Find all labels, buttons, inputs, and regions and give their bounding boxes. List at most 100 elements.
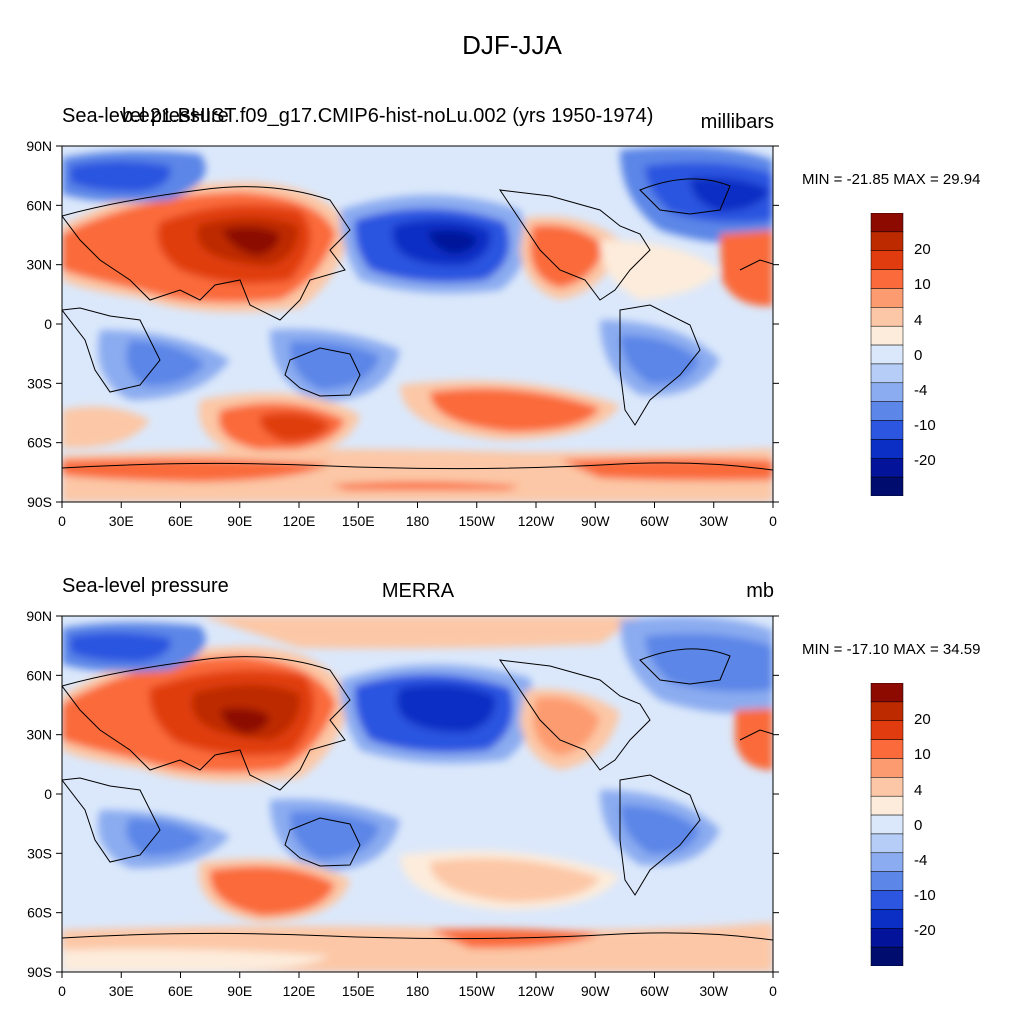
colorbar-block xyxy=(870,382,904,402)
panel2-lon-label: 30E xyxy=(109,983,134,999)
panel1-lon-label: 0 xyxy=(58,513,66,529)
panel2-contour-field xyxy=(62,616,773,972)
colorbar-block xyxy=(870,231,904,251)
colorbar-block xyxy=(870,739,904,759)
panel1-coastlines xyxy=(62,178,773,471)
panel1-lon-label: 30E xyxy=(109,513,134,529)
colorbar-block xyxy=(870,777,904,797)
panel1-lon-label: 30W xyxy=(699,513,729,529)
colorbar-block xyxy=(870,928,904,948)
panel2-lat-label: 90S xyxy=(27,964,52,980)
panel1-colorbar-labels: 20 10 4 0 -4 -10 -20 xyxy=(914,213,974,496)
panel2-dataset-label: MERRA xyxy=(381,580,455,602)
panel2-lon-label: 120E xyxy=(283,983,316,999)
panel1-lon-label: 180 xyxy=(406,513,430,529)
colorbar-label: 0 xyxy=(914,817,923,834)
colorbar-label: 10 xyxy=(914,746,931,763)
panel1-lon-label: 0 xyxy=(769,513,777,529)
panel2-lon-label: 30W xyxy=(699,983,729,999)
colorbar-label: 20 xyxy=(914,241,931,258)
colorbar-label: 4 xyxy=(914,312,923,329)
panel1-units-label: millibars xyxy=(700,111,774,133)
colorbar-block xyxy=(870,325,904,346)
colorbar-block xyxy=(870,720,904,740)
panel2-lon-label: 150W xyxy=(458,983,495,999)
colorbar-block xyxy=(870,363,904,384)
panel1-lat-label: 0 xyxy=(44,316,52,332)
panel2-lon-label: 0 xyxy=(58,983,66,999)
panel2-lon-label: 180 xyxy=(406,983,430,999)
panel2-lon-label: 0 xyxy=(769,983,777,999)
panel1-lon-label: 150W xyxy=(458,513,495,529)
panel2-lat-label: 30N xyxy=(26,727,52,743)
panel1-lon-label: 60E xyxy=(168,513,193,529)
colorbar-block xyxy=(870,401,904,421)
panel2-lon-label: 90E xyxy=(227,983,252,999)
panel2-left-label: Sea-level pressure xyxy=(62,575,229,597)
panel1-lat-label: 60N xyxy=(26,197,52,213)
panel1-contour-field xyxy=(62,146,773,502)
panel2-lat-label: 0 xyxy=(44,786,52,802)
panel1-lon-label: 60W xyxy=(640,513,670,529)
panel2-lat-label: 60N xyxy=(26,667,52,683)
colorbar-block xyxy=(870,871,904,891)
panel2-lat-label: 30S xyxy=(27,845,52,861)
colorbar-block xyxy=(870,344,904,365)
panel1-ticks: 0 30E 60E 90E 120E 150E 180 150W 120W 90W 60W 30W 09… xyxy=(26,138,779,529)
figure-title: DJF-JJA xyxy=(462,30,562,60)
colorbar-block xyxy=(870,683,904,703)
colorbar-block xyxy=(870,420,904,440)
panel2-units-label: mb xyxy=(746,580,774,602)
colorbar-label: -4 xyxy=(914,382,928,399)
colorbar-block xyxy=(870,758,904,778)
colorbar-label: 4 xyxy=(914,782,923,799)
panel1-case-label: b.e21.BHIST.f09_g17.CMIP6-hist-noLu.002 … xyxy=(122,105,654,127)
panel2-ticks: 0 30E 60E 90E 120E 150E 180 150W 120W 90W 60W 30W 09… xyxy=(26,608,779,999)
panel2-coastlines xyxy=(62,648,773,941)
colorbar-block xyxy=(870,458,904,478)
panel1-lat-label: 30S xyxy=(27,375,52,391)
colorbar-block xyxy=(870,476,904,496)
colorbar-block xyxy=(870,288,904,308)
colorbar-label: -20 xyxy=(914,452,936,469)
panel1-lat-label: 90N xyxy=(26,138,52,154)
colorbar-block xyxy=(870,833,904,854)
panel1-lon-label: 120W xyxy=(518,513,555,529)
panel2-colorbar xyxy=(870,683,904,966)
colorbar-label: -10 xyxy=(914,417,936,434)
panel1-lat-label: 90S xyxy=(27,494,52,510)
panel1-colorbar xyxy=(870,213,904,496)
colorbar-label: -4 xyxy=(914,852,928,869)
panel1-minmax: MIN = -21.85 MAX = 29.94 xyxy=(802,171,981,188)
panel2-lat-label: 90N xyxy=(26,608,52,624)
colorbar-label: -10 xyxy=(914,887,936,904)
panel1-lat-label: 60S xyxy=(27,435,52,451)
panel2-lon-label: 90W xyxy=(581,983,611,999)
colorbar-block xyxy=(870,909,904,929)
panel1-lat-label: 30N xyxy=(26,257,52,273)
colorbar-block xyxy=(870,852,904,872)
panel1-lon-label: 120E xyxy=(283,513,316,529)
panel2-lon-label: 60W xyxy=(640,983,670,999)
colorbar-label: 10 xyxy=(914,276,931,293)
colorbar-block xyxy=(870,890,904,910)
panel2-colorbar-labels: 20 10 4 0 -4 -10 -20 xyxy=(914,683,974,966)
colorbar-label: 0 xyxy=(914,347,923,364)
panel2-lat-label: 60S xyxy=(27,905,52,921)
panel2-lon-label: 150E xyxy=(342,983,375,999)
panel1-lon-label: 150E xyxy=(342,513,375,529)
colorbar-block xyxy=(870,213,904,233)
panel2-minmax: MIN = -17.10 MAX = 34.59 xyxy=(802,641,981,658)
colorbar-label: -20 xyxy=(914,922,936,939)
panel1-lon-label: 90E xyxy=(227,513,252,529)
colorbar-label: 20 xyxy=(914,711,931,728)
colorbar-block xyxy=(870,307,904,327)
colorbar-block xyxy=(870,250,904,270)
panel2-lon-label: 120W xyxy=(518,983,555,999)
colorbar-block xyxy=(870,795,904,816)
colorbar-block xyxy=(870,946,904,966)
colorbar-block xyxy=(870,701,904,721)
panel1-left-label: Sea-level pressure xyxy=(62,105,229,127)
panel2-lon-label: 60E xyxy=(168,983,193,999)
panel1-map: 0 30E 60E 90E 120E 150E 180 150W 120W 90W 60W 30W 09… xyxy=(26,138,779,529)
